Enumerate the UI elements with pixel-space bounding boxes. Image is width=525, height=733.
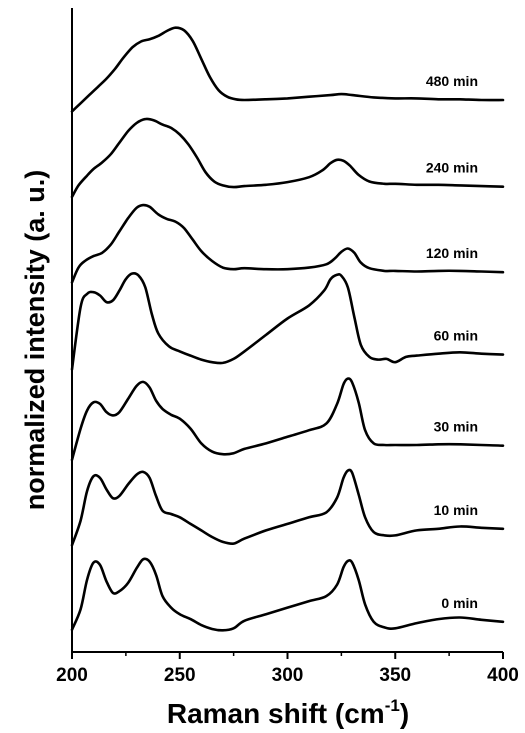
x-tick-label: 250 bbox=[164, 665, 196, 686]
x-tick-label: 400 bbox=[487, 665, 519, 686]
spectrum-line bbox=[70, 377, 505, 462]
spectrum-line bbox=[70, 557, 505, 632]
series-label: 10 min bbox=[434, 502, 478, 518]
spectrum-line bbox=[70, 26, 505, 113]
x-tick-label: 300 bbox=[272, 665, 304, 686]
spectrum-line bbox=[70, 117, 505, 199]
series-label: 30 min bbox=[434, 419, 478, 435]
x-axis-title-tail: ) bbox=[400, 698, 409, 729]
series-label: 120 min bbox=[426, 245, 478, 261]
series-label: 480 min bbox=[426, 73, 478, 89]
series-label: 60 min bbox=[434, 328, 478, 344]
series-label: 0 min bbox=[441, 595, 478, 611]
spectrum-line bbox=[70, 468, 505, 547]
x-axis-title: Raman shift (cm-1) bbox=[167, 696, 409, 729]
y-axis-title: normalized intensity (a. u.) bbox=[20, 170, 50, 511]
series-labels: 0 min 10 min 30 min 60 min 120 min 240 min 480… bbox=[426, 73, 478, 611]
x-tick-label: 200 bbox=[56, 665, 88, 686]
x-axis-ticks: 200 250 300 350 400 bbox=[56, 652, 519, 686]
series-label: 240 min bbox=[426, 160, 478, 176]
spectrum-line bbox=[70, 203, 505, 284]
spectrum-line bbox=[70, 271, 505, 371]
spectra-curves bbox=[70, 26, 505, 632]
x-tick-label: 350 bbox=[379, 665, 411, 686]
x-axis-title-main: Raman shift (cm bbox=[167, 698, 385, 729]
x-axis-title-superscript: -1 bbox=[385, 696, 400, 715]
